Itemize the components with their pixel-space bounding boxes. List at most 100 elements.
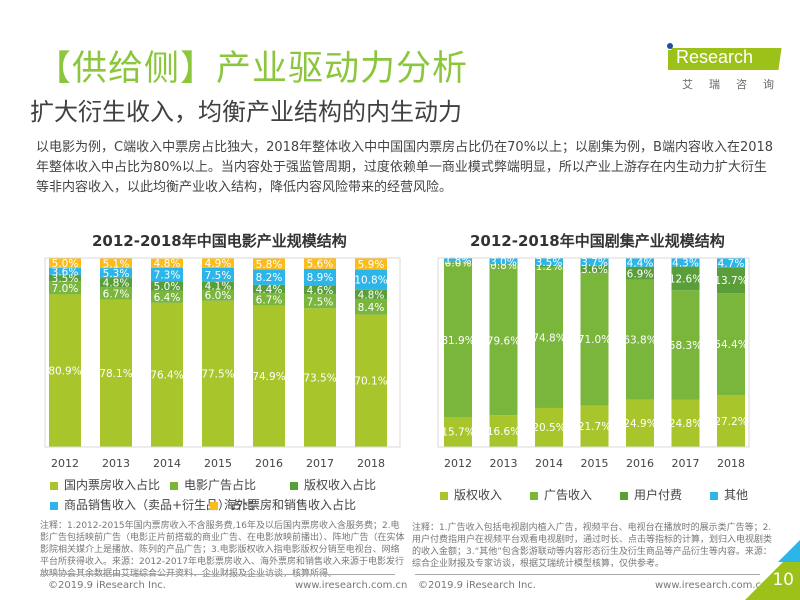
bar-segment: [444, 416, 472, 447]
data-label: 7.5%: [205, 270, 232, 282]
data-label: 16.6%: [487, 426, 520, 438]
data-label: 6.7%: [256, 294, 283, 306]
x-tick-label: 2013: [490, 457, 518, 470]
data-label: 74.9%: [252, 371, 285, 383]
bar-segment: [671, 258, 700, 267]
data-label: 10.8%: [354, 275, 387, 287]
drama-chart-legend: 版权收入 广告收入 用户付费 其他: [440, 486, 780, 506]
copyright-left: ©2019.9 iResearch Inc.: [48, 580, 166, 591]
data-label: 71.0%: [578, 334, 611, 346]
data-label: 58.3%: [669, 340, 702, 352]
bar-segment: [100, 258, 132, 269]
bar-segment: [626, 258, 654, 267]
data-label: 4.1%: [205, 281, 232, 293]
logo-cn-text: 艾瑞咨询: [682, 78, 790, 91]
legend-swatch: [50, 501, 58, 510]
footer-divider-right: [415, 574, 760, 575]
data-label: 8.4%: [358, 302, 385, 314]
x-tick-label: 2016: [255, 457, 283, 470]
data-label: 4.6%: [307, 285, 334, 297]
bar-segment: [49, 281, 81, 295]
legend-label: 海外票房和销售收入占比: [224, 498, 357, 512]
data-label: 63.8%: [623, 335, 656, 347]
bar-segment: [49, 267, 81, 275]
iresearch-logo: Research 艾瑞咨询: [660, 38, 790, 98]
legend-label: 版权收入占比: [304, 478, 377, 492]
bar-segment: [717, 395, 745, 447]
logo-i-icon: [668, 50, 672, 70]
bar-segment: [100, 278, 132, 288]
bar-segment: [355, 269, 387, 290]
bar-segment: [444, 258, 472, 262]
page-number: 10: [772, 570, 794, 590]
drama-industry-chart: 15.7%81.9%0.6%1.8%201216.6%79.6%0.8%3.0%…: [437, 255, 750, 470]
data-label: 4.8%: [358, 289, 385, 301]
bar-segment: [202, 267, 234, 282]
legend-label: 其他: [724, 488, 749, 502]
bar-segment: [304, 268, 336, 286]
plot-frame: [437, 257, 750, 448]
bar-segment: [671, 266, 700, 291]
data-label: 80.9%: [48, 365, 81, 377]
legend-item: 版权收入占比: [290, 476, 376, 493]
data-label: 6.9%: [627, 268, 654, 280]
legend-label: 电影广告占比: [184, 478, 257, 492]
data-label: 4.3%: [672, 258, 699, 270]
legend-swatch: [50, 481, 58, 490]
legend-label: 广告收入: [544, 488, 593, 502]
legend-swatch: [620, 491, 628, 500]
bar-segment: [49, 294, 81, 447]
film-industry-chart: 80.9%7.0%3.5%3.6%5.0%201278.1%6.7%4.8%5.…: [44, 257, 401, 470]
bar-segment: [580, 258, 609, 266]
legend-swatch: [290, 481, 298, 490]
data-label: 3.6%: [52, 266, 79, 278]
bar-segment: [355, 314, 387, 447]
x-tick-label: 2015: [581, 457, 609, 470]
website-link-left[interactable]: www.iresearch.com.cn: [295, 580, 408, 591]
legend-item: 广告收入: [530, 486, 592, 503]
footer-divider-left: [40, 574, 395, 575]
data-label: 73.5%: [303, 372, 336, 384]
legend-swatch: [170, 481, 178, 490]
intro-paragraph: 以电影为例，C端收入中票房占比独大，2018年整体收入中中国国内票房占比仍在70…: [36, 140, 774, 195]
bar-segment: [151, 267, 183, 282]
data-label: 5.0%: [52, 258, 79, 270]
bar-segment: [671, 399, 700, 447]
data-label: 70.1%: [354, 376, 387, 388]
data-label: 4.8%: [103, 278, 130, 290]
data-label: 1.8%: [445, 255, 472, 267]
film-chart-legend: 国内票房收入占比 电影广告占比 版权收入占比 商品销售收入（卖品+衍生品）占比 海外票房…: [50, 476, 410, 516]
bar-segment: [253, 284, 285, 294]
x-tick-label: 2015: [204, 457, 232, 470]
data-label: 12.6%: [669, 273, 702, 285]
drama-chart-title: 2012-2018年中国剧集产业规模结构: [470, 232, 725, 250]
x-tick-label: 2018: [357, 457, 385, 470]
legend-swatch: [530, 491, 538, 500]
legend-label: 商品销售收入（卖品+衍生品）占比: [64, 498, 255, 512]
bar-segment: [355, 289, 387, 299]
data-label: 5.0%: [154, 281, 181, 293]
data-label: 4.4%: [256, 284, 283, 296]
bar-segment: [489, 415, 518, 447]
website-link-right[interactable]: www.iresearch.com.cn: [655, 580, 768, 591]
bar-segment: [717, 258, 745, 268]
bar-segment: [253, 269, 285, 285]
film-chart-title: 2012-2018年中国电影产业规模结构: [92, 232, 347, 250]
bar-segment: [626, 279, 654, 400]
x-tick-label: 2018: [717, 457, 745, 470]
bar-segment: [489, 265, 518, 416]
bar-segment: [253, 258, 285, 270]
data-label: 3.5%: [52, 273, 79, 285]
data-label: 20.5%: [532, 422, 565, 434]
bar-segment: [304, 294, 336, 309]
data-label: 3.0%: [490, 256, 517, 268]
x-tick-label: 2017: [306, 457, 334, 470]
bar-segment: [535, 407, 563, 447]
bar-segment: [580, 272, 609, 406]
data-label: 78.1%: [99, 368, 132, 380]
page-subtitle: 扩大衍生收入，均衡产业结构的内生动力: [30, 98, 462, 126]
bar-segment: [151, 302, 183, 447]
data-label: 21.7%: [578, 421, 611, 433]
x-tick-label: 2016: [626, 457, 654, 470]
bar-segment: [202, 258, 234, 268]
